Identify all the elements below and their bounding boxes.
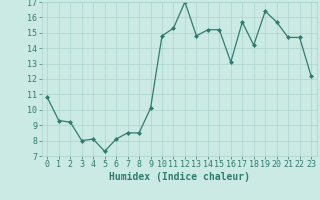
X-axis label: Humidex (Indice chaleur): Humidex (Indice chaleur) xyxy=(109,172,250,182)
